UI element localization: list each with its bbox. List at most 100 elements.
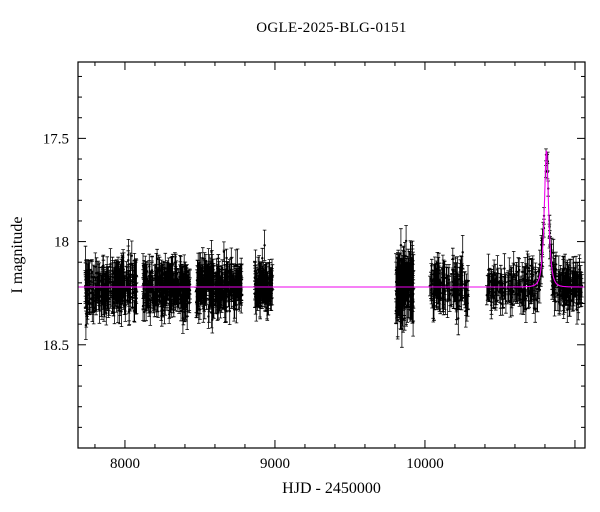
data-point [201, 284, 204, 287]
data-point [404, 239, 408, 243]
data-point [398, 267, 401, 270]
data-point [127, 253, 130, 256]
y-tick-label: 18.5 [43, 338, 69, 354]
data-point [552, 251, 555, 255]
data-point [220, 280, 223, 284]
data-point [512, 290, 515, 294]
data-point [404, 268, 407, 271]
data-point [100, 299, 103, 303]
data-point [447, 282, 450, 285]
data-point [202, 307, 205, 310]
data-point [175, 290, 178, 293]
data-point [129, 282, 132, 285]
data-point [181, 303, 184, 307]
data-point [92, 276, 95, 279]
data-point [258, 300, 262, 304]
data-point [97, 297, 100, 300]
data-point [399, 244, 403, 247]
data-point [459, 270, 463, 273]
data-point [195, 279, 199, 282]
data-point [85, 313, 88, 316]
data-point [522, 293, 525, 296]
data-point [503, 267, 506, 270]
data-point [183, 310, 186, 314]
data-point [567, 278, 570, 281]
data-point [564, 287, 568, 290]
data-point [395, 303, 399, 306]
data-point [490, 300, 493, 303]
data-point [454, 270, 457, 273]
data-point [573, 276, 576, 279]
data-point [262, 292, 266, 295]
data-point [452, 271, 455, 274]
data-point [526, 278, 529, 281]
data-point [253, 293, 257, 296]
data-point [85, 292, 88, 295]
data-point [430, 269, 433, 272]
data-point [265, 284, 268, 287]
data-point [211, 268, 214, 272]
data-point [214, 299, 217, 302]
data-point [395, 306, 398, 309]
data-point [203, 295, 206, 298]
data-point [104, 284, 107, 287]
data-point [98, 304, 101, 308]
data-point [207, 305, 211, 308]
data-point [408, 282, 411, 286]
data-point [230, 270, 233, 273]
data-point [528, 267, 531, 270]
data-point [161, 303, 165, 306]
data-point [149, 287, 153, 290]
data-point [224, 309, 228, 312]
data-point [184, 281, 187, 285]
data-point [441, 279, 444, 282]
data-point [397, 276, 400, 279]
data-point [106, 295, 109, 298]
plot-frame [77, 61, 586, 449]
data-point [489, 280, 493, 283]
data-point [259, 287, 262, 290]
data-point [188, 289, 192, 292]
data-point [522, 277, 525, 280]
data-point [166, 268, 169, 272]
data-point [403, 277, 406, 280]
data-point [254, 284, 258, 287]
data-point [533, 279, 537, 282]
data-point [455, 302, 458, 305]
data-point [131, 291, 134, 294]
data-point [134, 294, 137, 297]
data-point [170, 295, 173, 298]
data-point [270, 282, 274, 285]
data-point [152, 299, 155, 302]
data-point [565, 289, 569, 292]
data-point [225, 270, 228, 273]
data-point [98, 276, 101, 279]
data-point [527, 295, 530, 298]
data-point [572, 291, 575, 294]
data-point [115, 280, 119, 283]
data-point [182, 307, 185, 311]
data-point [509, 300, 512, 303]
data-point [112, 297, 115, 301]
data-point [441, 298, 445, 301]
data-point [511, 284, 514, 287]
data-point [578, 273, 581, 276]
data-point [177, 302, 181, 305]
data-point [408, 300, 412, 303]
data-point [106, 275, 109, 278]
data-point [143, 282, 146, 286]
data-point [236, 278, 239, 281]
data-point [518, 287, 521, 291]
data-point [148, 274, 151, 277]
data-point [196, 301, 199, 305]
data-point [169, 274, 172, 277]
data-point [104, 295, 107, 298]
data-point [531, 267, 534, 270]
data-point [254, 295, 257, 299]
data-point [158, 282, 161, 286]
data-point [235, 308, 238, 311]
data-point [577, 294, 581, 297]
data-point [253, 276, 257, 280]
data-point [577, 303, 580, 306]
